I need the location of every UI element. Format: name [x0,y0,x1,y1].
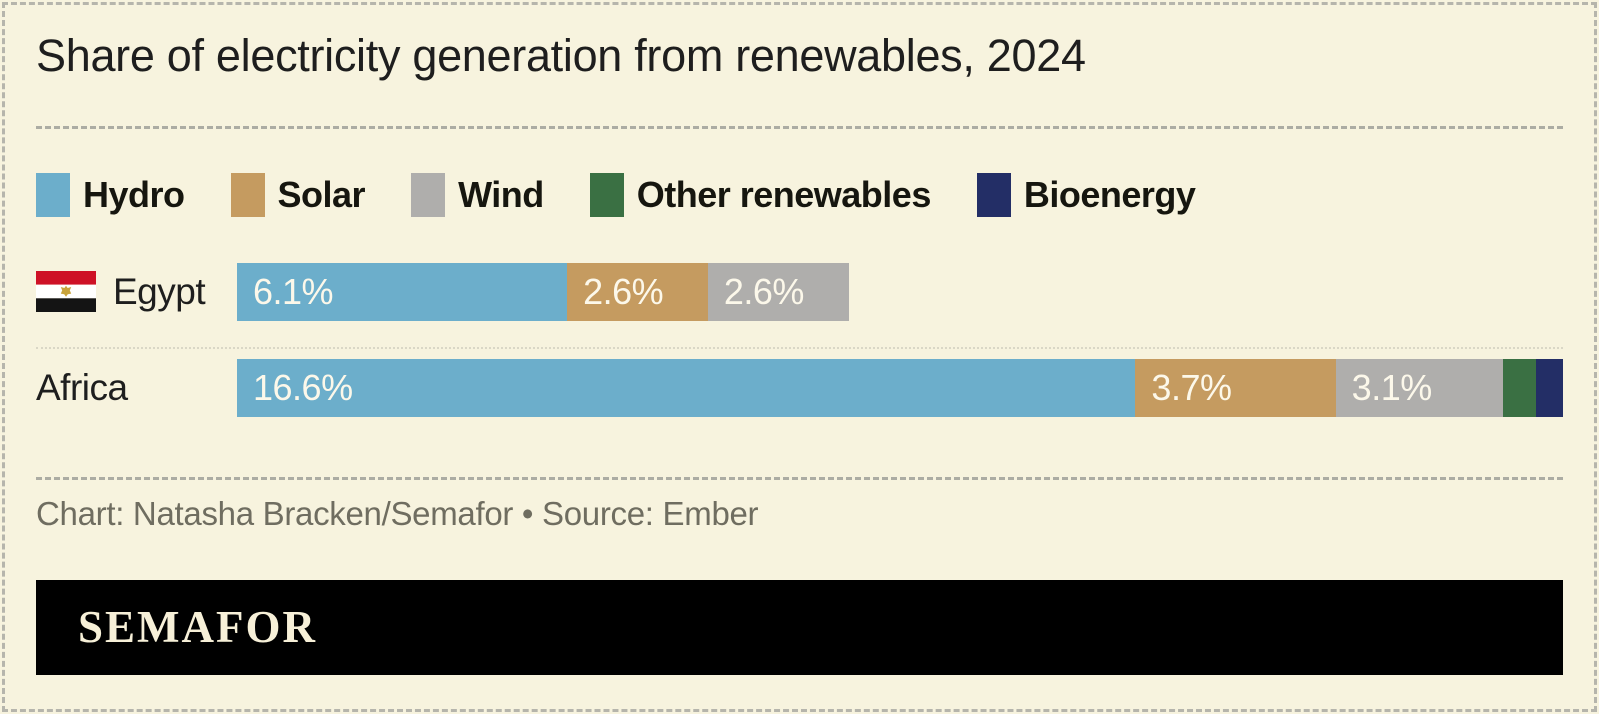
legend-label: Wind [458,173,544,215]
semafor-logo: SEMAFOR [78,602,317,653]
egypt-flag-icon [36,271,96,313]
bar-segment-hydro: 16.6% [237,358,1136,417]
bar-segment-solar: 3.7% [1135,358,1336,417]
bar-segment-value: 16.6% [253,366,353,408]
legend-label: Bioenergy [1023,173,1196,215]
legend-swatch-bioenergy [976,172,1011,217]
legend-item-wind: Wind [411,172,544,217]
stacked-bar-egypt: 6.1% 2.6% 2.6% [237,262,1563,321]
chart-title: Share of electricity generation from ren… [36,30,1086,81]
card-content: Share of electricity generation from ren… [0,30,1599,675]
bar-segment-value: 3.7% [1151,366,1232,408]
legend-label: Hydro [83,173,185,215]
divider-bottom [36,476,1563,480]
legend: Hydro Solar Wind Other renewables Bioenergy [36,172,1563,217]
legend-swatch-hydro [36,172,70,217]
divider-top [36,125,1563,129]
bar-segment-value: 2.6% [583,270,664,312]
legend-swatch-solar [230,172,265,217]
legend-item-hydro: Hydro [36,172,185,217]
row-label: Africa [36,366,128,408]
row-divider [36,346,1563,349]
brand-bar: SEMAFOR [36,579,1563,675]
legend-swatch-wind [411,172,446,217]
bar-segment-wind: 2.6% [707,262,849,321]
row-label: Egypt [113,270,206,312]
legend-item-solar: Solar [230,172,366,217]
row-label-cell: Egypt [36,271,237,313]
legend-swatch-other-renewables [589,172,624,217]
bar-segment-wind: 3.1% [1335,358,1504,417]
bar-row-egypt: Egypt 6.1% 2.6% 2.6% [36,262,1563,321]
stacked-bar-africa: 16.6% 3.7% 3.1% [237,358,1563,417]
legend-item-other-renewables: Other renewables [589,172,932,217]
bar-row-africa: Africa 16.6% 3.7% 3.1% [36,358,1563,417]
bar-segment-other-renewables [1503,358,1536,417]
bar-segment-bioenergy [1535,358,1563,417]
chart-credit: Chart: Natasha Bracken/Semafor • Source:… [36,494,759,532]
legend-label: Other renewables [636,173,932,215]
legend-item-bioenergy: Bioenergy [976,172,1196,217]
bar-segment-value: 2.6% [723,270,805,312]
row-label-cell: Africa [36,367,237,409]
bar-segment-hydro: 6.1% [237,262,568,321]
bar-chart: Egypt 6.1% 2.6% 2.6% Africa 16.6% 3.7% 3.1% [36,262,1563,417]
bar-segment-value: 6.1% [253,270,334,312]
bar-segment-solar: 2.6% [567,262,708,321]
bar-segment-value: 3.1% [1351,366,1433,408]
legend-label: Solar [277,173,366,215]
